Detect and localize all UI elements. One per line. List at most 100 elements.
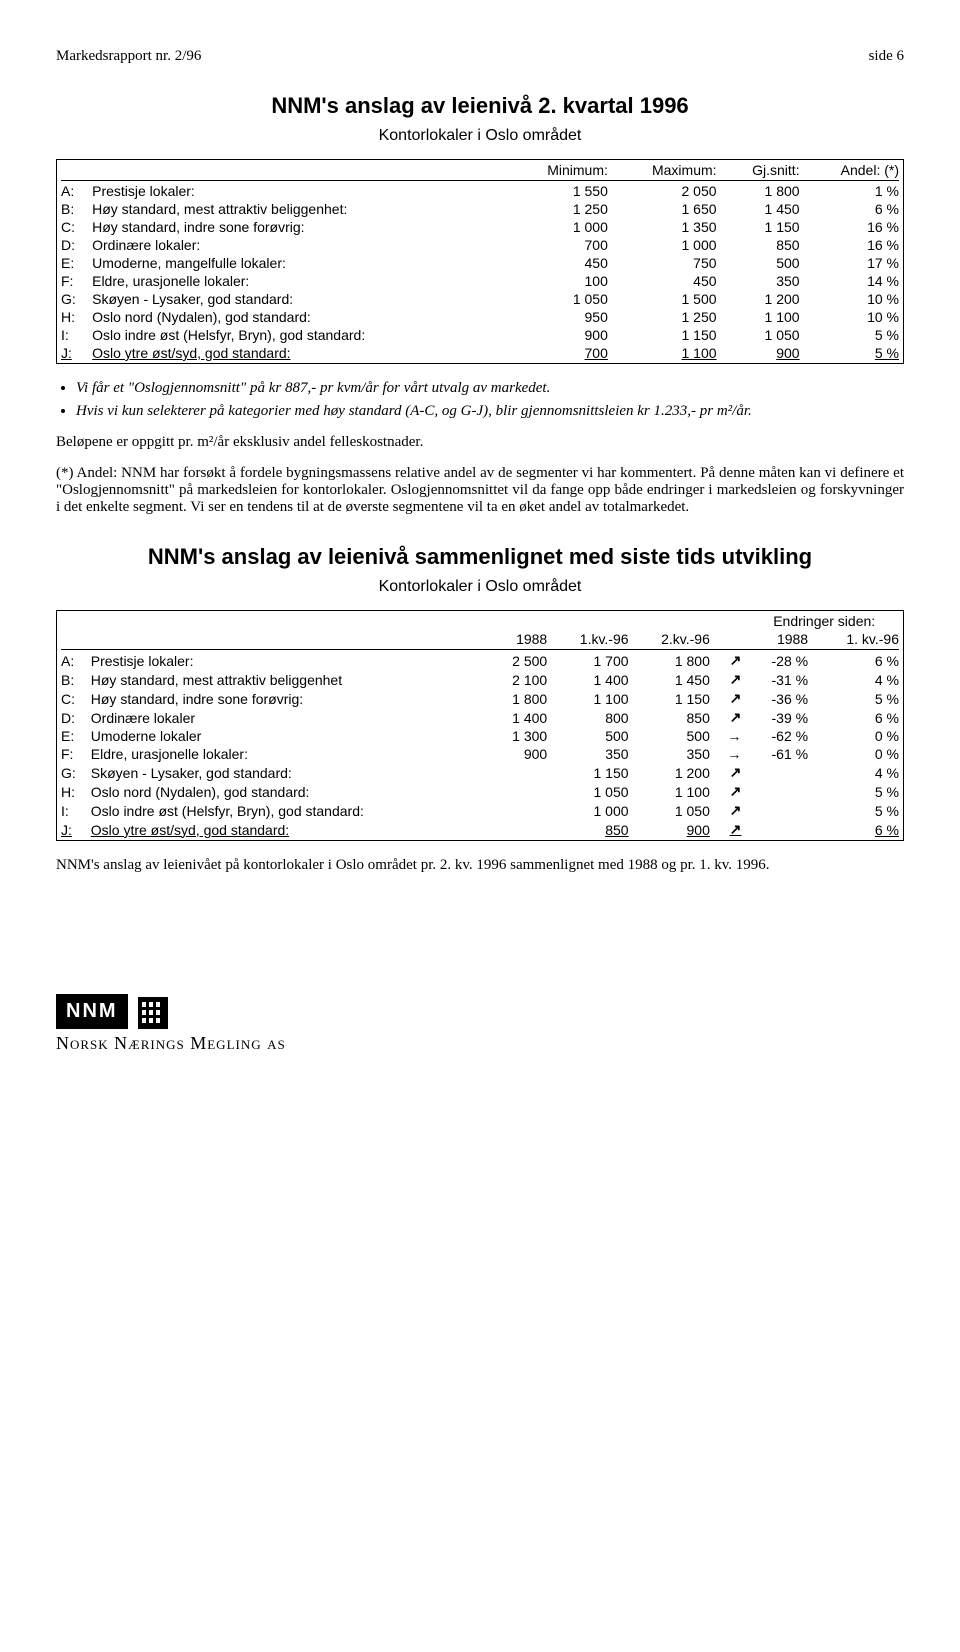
row-max: 1 250 <box>612 308 721 326</box>
table-row: E:Umoderne, mangelfulle lokaler:45075050… <box>57 254 903 272</box>
row-min: 450 <box>509 254 612 272</box>
row-pct: 16 % <box>804 236 903 254</box>
table-row: C:Høy standard, indre sone forøvrig:1 00… <box>57 218 903 236</box>
table-row: G:Skøyen - Lysaker, god standard:1 1501 … <box>57 763 903 782</box>
row-min: 1 050 <box>509 290 612 308</box>
row-key: D: <box>57 708 87 727</box>
row-label: Høy standard, mest attraktiv beliggenhet <box>87 670 490 689</box>
row-key: E: <box>57 254 88 272</box>
row-label: Høy standard, indre sone forøvrig: <box>88 218 509 236</box>
paragraph-2: (*) Andel: NNM har forsøkt å fordele byg… <box>56 465 904 516</box>
super-header: Endringer siden: <box>745 612 903 630</box>
row-2kv96: 850 <box>633 708 714 727</box>
row-label: Skøyen - Lysaker, god standard: <box>88 290 509 308</box>
row-chg-1988: -61 % <box>745 745 812 763</box>
row-pct: 17 % <box>804 254 903 272</box>
row-1kv96: 350 <box>551 745 632 763</box>
row-1kv96: 1 000 <box>551 801 632 820</box>
col-max: Maximum: <box>612 161 721 179</box>
row-key: J: <box>57 820 87 839</box>
row-max: 1 000 <box>612 236 721 254</box>
row-2kv96: 1 150 <box>633 689 714 708</box>
row-2kv96: 1 450 <box>633 670 714 689</box>
table-row: B:Høy standard, mest attraktiv beliggenh… <box>57 670 903 689</box>
row-key: B: <box>57 200 88 218</box>
row-1kv96: 1 700 <box>551 651 632 670</box>
row-key: F: <box>57 745 87 763</box>
col-pct: Andel: (*) <box>804 161 903 179</box>
table1: Minimum: Maximum: Gj.snitt: Andel: (*) A… <box>57 161 903 362</box>
row-label: Skøyen - Lysaker, god standard: <box>87 763 490 782</box>
row-key: C: <box>57 218 88 236</box>
row-label: Ordinære lokaler: <box>88 236 509 254</box>
row-chg-1988: -28 % <box>745 651 812 670</box>
table-row: H:Oslo nord (Nydalen), god standard:9501… <box>57 308 903 326</box>
row-max: 1 500 <box>612 290 721 308</box>
row-max: 450 <box>612 272 721 290</box>
trend-arrow-icon: ↗ <box>714 763 746 782</box>
row-1988: 900 <box>490 745 552 763</box>
col-chg-1kv96: 1. kv.-96 <box>812 630 903 648</box>
table2-container: Endringer siden: 1988 1.kv.-96 2.kv.-96 … <box>56 610 904 841</box>
row-2kv96: 500 <box>633 727 714 745</box>
row-1kv96: 1 050 <box>551 782 632 801</box>
row-label: Umoderne lokaler <box>87 727 490 745</box>
row-1kv96: 800 <box>551 708 632 727</box>
row-chg-1988: -62 % <box>745 727 812 745</box>
row-key: I: <box>57 326 88 344</box>
table1-container: Minimum: Maximum: Gj.snitt: Andel: (*) A… <box>56 159 904 364</box>
row-key: G: <box>57 763 87 782</box>
table-row: J:Oslo ytre øst/syd, god standard:7001 1… <box>57 344 903 362</box>
table2-header-row: 1988 1.kv.-96 2.kv.-96 1988 1. kv.-96 <box>57 630 903 648</box>
row-avg: 1 200 <box>721 290 804 308</box>
row-key: H: <box>57 782 87 801</box>
table-row: F:Eldre, urasjonelle lokaler:900350350→-… <box>57 745 903 763</box>
row-chg-1988 <box>745 801 812 820</box>
row-chg-1kv96: 4 % <box>812 670 903 689</box>
row-key: A: <box>57 651 87 670</box>
row-chg-1kv96: 6 % <box>812 820 903 839</box>
page-header: Markedsrapport nr. 2/96 side 6 <box>56 48 904 65</box>
table-row: A:Prestisje lokaler:2 5001 7001 800↗-28 … <box>57 651 903 670</box>
table-row: B:Høy standard, mest attraktiv beliggenh… <box>57 200 903 218</box>
row-1988: 1 400 <box>490 708 552 727</box>
row-avg: 1 100 <box>721 308 804 326</box>
row-key: A: <box>57 182 88 200</box>
col-1988: 1988 <box>490 630 552 648</box>
section1-title: NNM's anslag av leienivå 2. kvartal 1996 <box>56 93 904 119</box>
trend-arrow-icon: ↗ <box>714 820 746 839</box>
row-1988: 1 300 <box>490 727 552 745</box>
logo-abbrev: NNM <box>56 994 128 1029</box>
row-2kv96: 1 100 <box>633 782 714 801</box>
row-label: Høy standard, indre sone forøvrig: <box>87 689 490 708</box>
header-right: side 6 <box>869 48 904 65</box>
col-chg-1988: 1988 <box>745 630 812 648</box>
row-1kv96: 1 150 <box>551 763 632 782</box>
row-label: Prestisje lokaler: <box>88 182 509 200</box>
col-min: Minimum: <box>509 161 612 179</box>
table-row: D:Ordinære lokaler:7001 00085016 % <box>57 236 903 254</box>
paragraph-1: Beløpene er oppgitt pr. m²/år eksklusiv … <box>56 434 904 451</box>
row-key: E: <box>57 727 87 745</box>
row-pct: 5 % <box>804 344 903 362</box>
row-label: Eldre, urasjonelle lokaler: <box>87 745 490 763</box>
row-avg: 1 050 <box>721 326 804 344</box>
row-1988 <box>490 820 552 839</box>
row-chg-1kv96: 5 % <box>812 782 903 801</box>
row-max: 1 150 <box>612 326 721 344</box>
row-pct: 6 % <box>804 200 903 218</box>
trend-arrow-icon: ↗ <box>714 689 746 708</box>
row-chg-1988: -31 % <box>745 670 812 689</box>
row-chg-1kv96: 5 % <box>812 801 903 820</box>
row-label: Prestisje lokaler: <box>87 651 490 670</box>
trend-arrow-icon: → <box>714 727 746 745</box>
table1-header-row: Minimum: Maximum: Gj.snitt: Andel: (*) <box>57 161 903 179</box>
trend-arrow-icon: ↗ <box>714 670 746 689</box>
row-1kv96: 500 <box>551 727 632 745</box>
row-chg-1kv96: 6 % <box>812 708 903 727</box>
row-1kv96: 850 <box>551 820 632 839</box>
row-label: Eldre, urasjonelle lokaler: <box>88 272 509 290</box>
trend-arrow-icon: ↗ <box>714 708 746 727</box>
row-2kv96: 1 800 <box>633 651 714 670</box>
row-1988: 2 500 <box>490 651 552 670</box>
